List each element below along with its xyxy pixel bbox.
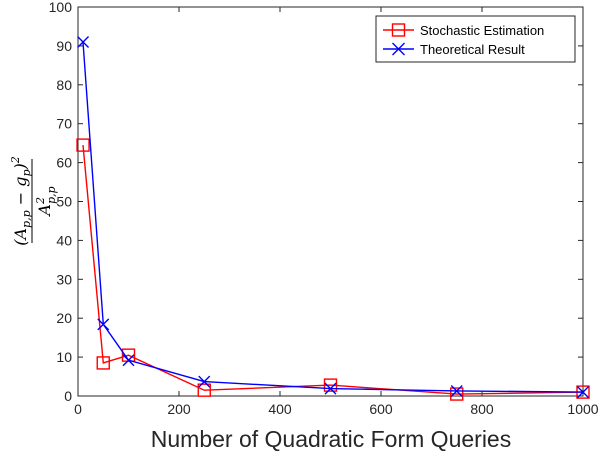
y-title-den-sup: 2: [34, 197, 47, 205]
data-point: [198, 375, 211, 388]
y-title-den: A: [35, 204, 54, 218]
data-point: [122, 354, 135, 367]
x-axis-title: Number of Quadratic Form Queries: [151, 426, 511, 451]
series-line: [82, 145, 584, 395]
y-title-num-mid-sub: p: [20, 169, 33, 176]
x-tick-label: 200: [167, 401, 191, 417]
y-tick-label: 40: [56, 232, 72, 248]
y-tick-label: 10: [56, 349, 72, 365]
data-point: [450, 387, 464, 401]
y-tick-label: 30: [56, 271, 72, 287]
legend-marker-stochastic: [391, 23, 406, 37]
y-title-den-sub: p,p: [45, 186, 58, 204]
legend: Stochastic Estimation Theoretical Result: [375, 15, 576, 63]
axis-ticks: 0 200 400 600 800 1000 0 10 20 30 40 50 60 70 80 90 100: [49, 0, 599, 417]
y-tick-label: 70: [56, 116, 72, 132]
legend-label-stochastic: Stochastic Estimation: [420, 23, 544, 38]
data-point: [450, 384, 463, 397]
x-tick-label: 800: [470, 401, 494, 417]
data-point: [77, 36, 90, 49]
svg-text:A2p,p: A2p,p: [34, 186, 58, 217]
legend-label-theoretical: Theoretical Result: [420, 42, 525, 57]
legend-box: [375, 15, 576, 63]
y-tick-label: 20: [56, 310, 72, 326]
data-point: [96, 356, 110, 370]
x-tick-label: 1000: [567, 401, 598, 417]
data-point: [97, 318, 110, 331]
data-point: [324, 382, 337, 395]
data-point: [76, 138, 90, 152]
y-title-num-end: ): [11, 163, 30, 170]
plot-area: [77, 6, 584, 397]
y-tick-label: 50: [56, 194, 72, 210]
y-axis-title: (Ap,p − gp)2 A2p,p: [9, 156, 58, 246]
data-point: [323, 378, 338, 392]
series-1: [77, 36, 589, 399]
x-tick-label: 0: [74, 401, 82, 417]
y-tick-label: 80: [56, 77, 72, 93]
y-title-num: (A: [11, 228, 30, 246]
y-tick-label: 60: [56, 155, 72, 171]
series-0: [76, 138, 590, 401]
series-layer: [76, 36, 590, 401]
y-tick-label: 90: [56, 38, 72, 54]
y-title-num-sub: p,p: [20, 210, 33, 228]
y-title-num-sup: 2: [9, 156, 22, 164]
x-tick-label: 400: [268, 401, 292, 417]
y-tick-label: 0: [64, 388, 72, 404]
svg-text:(Ap,p − gp)2: (Ap,p − gp)2: [9, 156, 33, 246]
x-tick-label: 600: [369, 401, 393, 417]
y-tick-label: 100: [49, 0, 73, 15]
data-point: [197, 383, 211, 397]
legend-marker-theoretical: [392, 42, 405, 56]
data-point: [577, 386, 589, 399]
y-title-num-mid: − g: [11, 177, 30, 211]
